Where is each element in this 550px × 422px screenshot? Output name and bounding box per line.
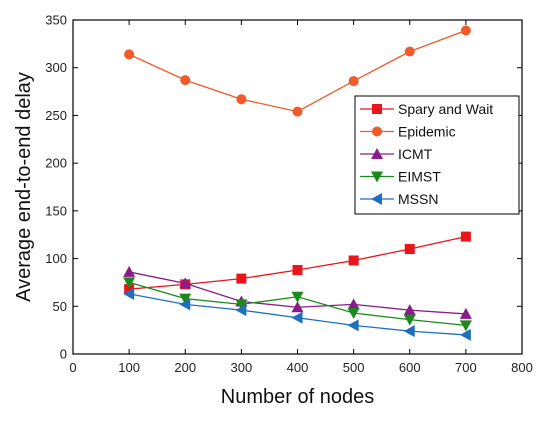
y-axis-title: Average end-to-end delay: [13, 72, 35, 302]
data-point-eimst: [347, 307, 360, 319]
y-tick-label: 50: [53, 299, 67, 314]
x-tick-label: 500: [343, 360, 365, 375]
data-point-epidemic: [124, 49, 135, 60]
data-point-epidemic: [460, 25, 471, 36]
data-point-spary-and-wait: [460, 231, 471, 242]
x-tick-label: 0: [69, 360, 76, 375]
y-tick-label: 200: [45, 156, 67, 171]
x-tick-label: 400: [287, 360, 309, 375]
x-tick-label: 200: [174, 360, 196, 375]
series-spary-and-wait: [124, 231, 471, 295]
data-point-eimst: [235, 299, 248, 311]
legend-marker: [371, 171, 383, 183]
legend-entry-spary-and-wait: Spary and Wait: [360, 101, 493, 117]
data-point-icmt: [459, 307, 472, 319]
legend-label: EIMST: [398, 169, 441, 185]
data-point-epidemic: [404, 46, 415, 57]
series-mssn: [123, 287, 471, 341]
data-point-icmt: [123, 265, 136, 277]
legend-marker: [372, 104, 382, 114]
data-point-mssn: [235, 304, 247, 317]
data-point-eimst: [291, 291, 304, 303]
y-tick-label: 250: [45, 108, 67, 123]
data-point-icmt: [347, 298, 360, 310]
data-point-eimst: [403, 314, 416, 326]
x-tick-label: 800: [511, 360, 533, 375]
legend-label: Epidemic: [398, 124, 456, 140]
data-point-mssn: [459, 328, 471, 341]
legend-marker: [371, 148, 383, 159]
legend-label: Spary and Wait: [398, 101, 493, 117]
data-point-eimst: [179, 293, 192, 305]
x-tick-label: 100: [118, 360, 140, 375]
x-axis-title: Number of nodes: [221, 386, 374, 408]
series-layer: [123, 25, 472, 341]
data-point-mssn: [291, 311, 303, 324]
x-tick-label: 700: [455, 360, 477, 375]
data-point-spary-and-wait: [124, 284, 135, 295]
legend-entry-icmt: ICMT: [360, 146, 433, 162]
legend-label: MSSN: [398, 191, 438, 207]
data-point-spary-and-wait: [292, 265, 303, 276]
y-tick-label: 350: [45, 13, 67, 28]
data-point-epidemic: [236, 94, 247, 105]
legend-marker: [372, 126, 382, 137]
y-tick-label: 100: [45, 251, 67, 266]
data-point-spary-and-wait: [404, 244, 415, 255]
data-point-mssn: [123, 287, 135, 300]
y-tick-label: 300: [45, 60, 67, 75]
x-tick-label: 600: [399, 360, 421, 375]
series-eimst: [123, 277, 472, 332]
legend-label: ICMT: [398, 146, 433, 162]
y-tick-label: 0: [60, 347, 67, 362]
data-point-icmt: [291, 301, 304, 313]
data-point-icmt: [179, 277, 192, 289]
data-point-spary-and-wait: [236, 273, 247, 284]
data-point-epidemic: [292, 106, 303, 117]
legend-entry-epidemic: Epidemic: [360, 124, 456, 140]
series-line-spary-and-wait: [129, 235, 467, 290]
data-point-eimst: [459, 320, 472, 332]
axis-ticks: 0 100 200 300 400 500 600 700 800 0 50 100 150 200 250…: [45, 13, 533, 376]
series-icmt: [123, 265, 472, 319]
x-tick-label: 300: [231, 360, 253, 375]
data-point-mssn: [179, 298, 191, 311]
data-point-epidemic: [180, 75, 191, 86]
data-point-mssn: [403, 325, 415, 338]
data-point-icmt: [403, 304, 416, 316]
legend-entry-mssn: MSSN: [360, 191, 438, 207]
legend-marker: [371, 193, 382, 205]
data-point-epidemic: [348, 76, 359, 87]
data-point-spary-and-wait: [348, 255, 359, 266]
legend-box: [354, 95, 520, 215]
series-epidemic: [124, 25, 471, 117]
legend: Spary and Wait Epidemic ICMT EIMST MSSN: [354, 95, 520, 215]
data-point-mssn: [347, 319, 359, 332]
legend-entry-eimst: EIMST: [360, 169, 441, 185]
y-tick-label: 150: [45, 203, 67, 218]
data-point-eimst: [123, 277, 136, 289]
